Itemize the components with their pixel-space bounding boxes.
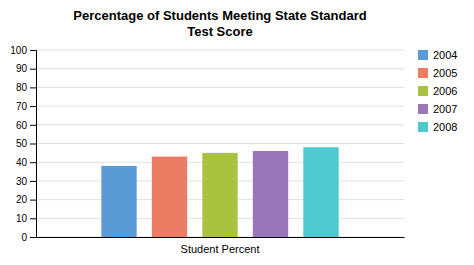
legend-swatch [418,50,428,60]
grid-line [36,50,404,51]
y-tick: 50 [16,138,36,149]
legend-item: 2006 [418,85,457,97]
legend-swatch [418,86,428,96]
y-axis-line [30,51,37,238]
y-tick-label: 70 [16,101,28,112]
legend-swatch [418,68,428,78]
grid-line [36,124,404,125]
y-tick-mark [30,200,36,201]
legend-label: 2007 [433,103,457,115]
bar [253,151,288,237]
y-tick-mark [30,87,36,88]
bar [202,153,237,237]
grid-line [36,143,404,144]
y-tick: 90 [16,63,36,74]
y-tick-mark [30,162,36,163]
y-tick: 60 [16,120,36,131]
legend-label: 2004 [433,49,457,61]
bars [101,147,338,237]
y-tick-label: 60 [16,120,28,131]
chart-container: Percentage of Students Meeting State Sta… [0,0,474,265]
y-tick-mark [30,125,36,126]
legend: 2004 2005 2006 2007 2008 [418,49,457,133]
legend-swatch [418,122,428,132]
grid-line [36,106,404,107]
grid-line [36,87,404,88]
bar [152,157,187,237]
y-tick: 0 [21,232,36,243]
y-tick: 100 [10,45,36,56]
plot-area: 0 10 20 30 40 50 60 70 80 90 100 Student Percent [10,45,404,255]
y-tick: 80 [16,82,36,93]
bar [303,147,338,237]
y-tick-mark [30,218,36,219]
y-tick-label: 10 [16,213,28,224]
y-tick-mark [30,181,36,182]
legend-label: 2008 [433,121,457,133]
legend-item: 2005 [418,67,457,79]
y-tick-label: 0 [21,232,27,243]
chart-title: Percentage of Students Meeting State Sta… [73,8,366,39]
x-axis: Student Percent [37,237,405,255]
chart-title-line: Percentage of Students Meeting State Sta… [73,8,366,23]
y-tick-mark [30,144,36,145]
x-axis-line [37,237,405,238]
y-tick-label: 50 [16,138,28,149]
grid [36,50,404,237]
legend-swatch [418,104,428,114]
y-tick: 20 [16,194,36,205]
legend-item: 2004 [418,49,457,61]
y-tick-mark [30,106,36,107]
legend-item: 2008 [418,121,457,133]
y-tick: 30 [16,176,36,187]
x-tick-label: Student Percent [181,243,260,255]
y-tick-mark [30,50,36,51]
chart-title-line: Test Score [187,24,253,39]
y-tick: 70 [16,101,36,112]
y-axis: 0 10 20 30 40 50 60 70 80 90 100 [10,45,36,243]
y-tick-label: 30 [16,176,28,187]
y-tick-mark [30,69,36,70]
legend-label: 2006 [433,85,457,97]
x-tick: Student Percent [181,237,260,255]
y-tick-label: 80 [16,82,28,93]
y-tick-label: 40 [16,157,28,168]
y-tick-mark [30,237,36,238]
y-tick-label: 20 [16,194,28,205]
y-tick: 10 [16,213,36,224]
bar [101,166,136,237]
legend-label: 2005 [433,67,457,79]
legend-item: 2007 [418,103,457,115]
y-tick-label: 90 [16,63,28,74]
y-tick-label: 100 [10,45,27,56]
grid-line [36,68,404,69]
chart-svg: Percentage of Students Meeting State Sta… [0,0,474,265]
y-tick: 40 [16,157,36,168]
